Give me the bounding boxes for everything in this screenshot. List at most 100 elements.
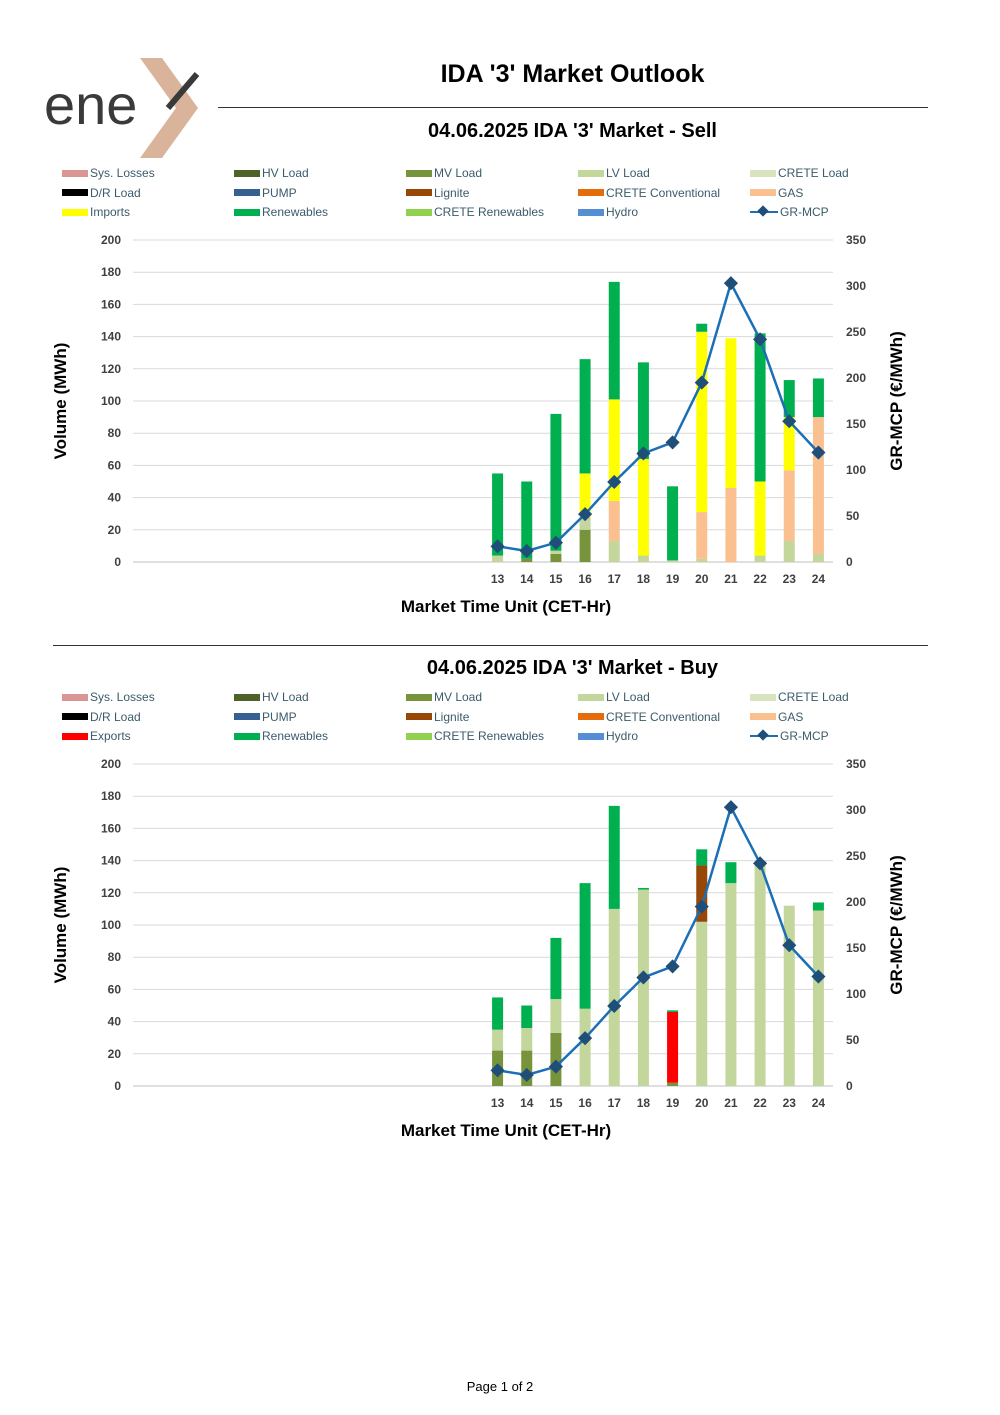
y2-tick-label: 100 (846, 463, 866, 477)
mcp-marker (636, 970, 651, 985)
bar-mv-load (550, 1032, 562, 1086)
bar-lv-load (550, 999, 562, 1033)
legend-item-gr-mcp: GR-MCP (750, 729, 829, 743)
bar-lv-load (579, 1008, 591, 1086)
x-tick-label: 15 (549, 1096, 563, 1110)
y-tick-label: 120 (101, 886, 121, 900)
legend-label: Sys. Losses (90, 166, 155, 180)
mcp-marker (753, 856, 768, 871)
legend-swatch (62, 713, 88, 720)
mcp-marker (490, 1063, 505, 1078)
y-tick-label: 80 (108, 426, 122, 440)
bar-lv-load (608, 541, 620, 562)
bar-lv-load (754, 860, 766, 1086)
mcp-marker (636, 446, 651, 461)
x-tick-label: 13 (491, 572, 505, 586)
bar-renewables (696, 323, 708, 332)
y-tick-label: 180 (101, 265, 121, 279)
x-tick-label: 14 (520, 572, 534, 586)
sell-chart-title: 04.06.2025 IDA '3' Market - Sell (428, 120, 717, 142)
bar-lv-load (783, 905, 795, 1086)
bar-lv-load (521, 1028, 533, 1051)
y-tick-label: 20 (108, 523, 122, 537)
legend-swatch (406, 693, 432, 701)
legend-swatch (578, 169, 604, 177)
y-tick-label: 100 (101, 394, 121, 408)
bar-imports (696, 331, 708, 513)
y2-tick-label: 200 (846, 371, 866, 385)
legend-item-sys-losses: Sys. Losses (62, 166, 155, 180)
bar-gas (696, 512, 708, 559)
mcp-marker (548, 535, 563, 550)
mcp-marker (694, 375, 709, 390)
bar-renewables (783, 380, 795, 418)
mcp-marker (578, 1031, 593, 1046)
bar-renewables (550, 937, 562, 1000)
legend-swatch (234, 169, 260, 177)
legend-label: Sys. Losses (90, 690, 155, 704)
legend-label: GAS (778, 709, 804, 724)
bar-mv-load (579, 529, 591, 562)
legend-item-mv-load: MV Load (406, 690, 482, 704)
title-divider (218, 107, 928, 108)
x-tick-label: 16 (578, 1096, 592, 1110)
y-tick-label: 120 (101, 362, 121, 376)
legend-item-imports: Imports (62, 205, 130, 219)
buy-chart-title: 04.06.2025 IDA '3' Market - Buy (426, 657, 719, 679)
bar-lv-load (637, 889, 649, 1086)
bar-renewables (637, 887, 649, 890)
legend-item-crete-conventional: CRETE Conventional (578, 186, 720, 200)
x-tick-label: 20 (695, 572, 709, 586)
legend-label: LV Load (606, 690, 650, 704)
mcp-marker (811, 445, 826, 460)
bar-gas (608, 500, 620, 542)
bar-gas (725, 487, 737, 562)
legend-label: Renewables (262, 729, 329, 743)
y-axis-title: Volume (MWh) (51, 867, 70, 984)
legend-item-hv-load: HV Load (234, 690, 309, 704)
bar-imports (783, 417, 795, 471)
legend-item-gas: GAS (750, 186, 803, 200)
y2-tick-label: 350 (846, 757, 866, 771)
y-tick-label: 40 (108, 1015, 122, 1029)
x-tick-label: 24 (812, 572, 826, 586)
legend-line-marker (750, 207, 778, 217)
legend-swatch (234, 189, 260, 196)
legend-label: HV Load (262, 166, 309, 180)
legend-label: CRETE Renewables (434, 205, 545, 219)
bar-lv-load (696, 921, 708, 1086)
bar-mv-load (667, 1082, 679, 1086)
x-tick-label: 19 (666, 1096, 680, 1110)
bar-exports (667, 1011, 679, 1083)
bar-lv-load (812, 553, 824, 562)
bar-imports (579, 473, 591, 517)
x-tick-label: 15 (549, 572, 563, 586)
legend-label: Hydro (606, 205, 639, 219)
legend-item-gas: GAS (750, 710, 803, 724)
legend-label: Exports (90, 729, 131, 743)
y2-tick-label: 250 (846, 849, 866, 863)
legend-label: CRETE Load (778, 690, 849, 704)
legend-label: D/R Load (90, 185, 141, 200)
legend-item-exports: Exports (62, 729, 131, 743)
logo-text: ene (44, 73, 137, 136)
legend-label: Renewables (262, 205, 329, 219)
legend-swatch (750, 169, 776, 177)
mcp-marker (694, 899, 709, 914)
y-tick-label: 140 (101, 854, 121, 868)
page-footer: Page 1 of 2 (466, 1379, 534, 1394)
x-tick-label: 19 (666, 572, 680, 586)
legend-item-d-r-load: D/R Load (62, 186, 141, 200)
mcp-marker (578, 507, 593, 522)
bar-renewables (637, 362, 649, 459)
x-tick-label: 22 (753, 572, 767, 586)
bar-gas (783, 470, 795, 542)
legend-label: CRETE Conventional (606, 709, 721, 724)
bar-renewables (608, 805, 620, 909)
y-tick-label: 160 (101, 297, 121, 311)
legend-item-hydro: Hydro (578, 205, 638, 219)
legend-label: PUMP (262, 709, 297, 724)
x-tick-label: 18 (637, 1096, 651, 1110)
x-tick-label: 24 (812, 1096, 826, 1110)
y2-tick-label: 150 (846, 417, 866, 431)
